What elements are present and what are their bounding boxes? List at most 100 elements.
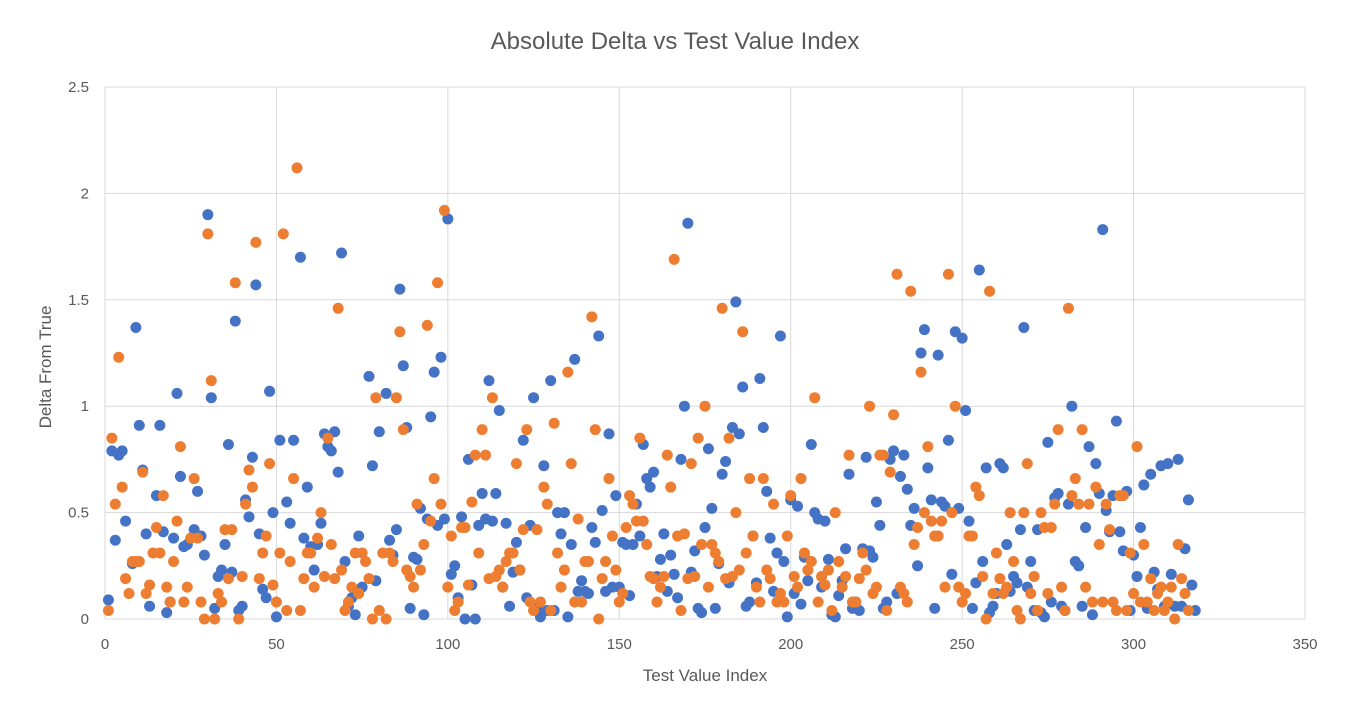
data-point [1004, 507, 1016, 519]
x-tick-label: 100 [435, 636, 460, 653]
data-point [1086, 596, 1098, 608]
y-axis-label: Delta From True [36, 306, 55, 429]
data-point [373, 426, 385, 438]
data-point [161, 581, 173, 593]
data-point [102, 594, 114, 606]
data-point [641, 539, 653, 551]
data-point [1032, 604, 1044, 616]
data-point [836, 581, 848, 593]
data-point [555, 528, 567, 540]
data-point [805, 556, 817, 568]
data-point [308, 581, 320, 593]
data-point [562, 366, 574, 378]
data-point [133, 556, 145, 568]
data-point [116, 445, 128, 457]
data-point [260, 530, 272, 542]
data-point [781, 530, 793, 542]
data-point [1110, 604, 1122, 616]
data-point [1045, 596, 1057, 608]
data-point [850, 596, 862, 608]
data-point [792, 500, 804, 512]
data-point [603, 428, 615, 440]
data-point [435, 498, 447, 510]
data-point [404, 570, 416, 582]
y-tick-label: 0.5 [68, 505, 89, 522]
data-point [881, 604, 893, 616]
data-point [315, 507, 327, 519]
data-point [960, 404, 972, 416]
data-point [1110, 415, 1122, 427]
data-point [822, 564, 834, 576]
data-point [624, 490, 636, 502]
data-point [483, 375, 495, 387]
data-point [353, 587, 365, 599]
data-point [1069, 473, 1081, 485]
x-tick-label: 150 [607, 636, 632, 653]
data-point [997, 462, 1009, 474]
data-point [610, 564, 622, 576]
data-point [329, 573, 341, 585]
data-point [768, 498, 780, 510]
x-tick-label: 50 [268, 636, 285, 653]
data-point [106, 432, 118, 444]
data-point [1117, 490, 1129, 502]
data-point [397, 424, 409, 436]
data-point [898, 449, 910, 461]
data-point [432, 277, 444, 289]
data-point [198, 613, 210, 625]
data-point [222, 573, 234, 585]
data-point [675, 453, 687, 465]
data-point [510, 536, 522, 548]
data-point [898, 587, 910, 599]
data-point [709, 547, 721, 559]
y-tick-label: 1.5 [68, 292, 89, 309]
data-point [552, 547, 564, 559]
data-point [795, 473, 807, 485]
data-point [366, 460, 378, 472]
data-point [459, 613, 471, 625]
data-point [281, 604, 293, 616]
data-point [946, 507, 958, 519]
data-point [757, 421, 769, 433]
data-point [613, 596, 625, 608]
data-point [363, 370, 375, 382]
data-point [397, 360, 409, 372]
data-point [716, 302, 728, 314]
data-point [1062, 302, 1074, 314]
data-point [548, 417, 560, 429]
data-point [596, 504, 608, 516]
data-point [956, 596, 968, 608]
data-point [154, 419, 166, 431]
data-point [929, 602, 941, 614]
data-point [1093, 539, 1105, 551]
data-point [593, 330, 605, 342]
data-point [123, 587, 135, 599]
data-point [593, 613, 605, 625]
data-point [678, 528, 690, 540]
data-point [565, 458, 577, 470]
data-point [713, 556, 725, 568]
data-point [380, 387, 392, 399]
data-point [737, 326, 749, 338]
data-point [1014, 524, 1026, 536]
tick-labels: 0 0.5 1 1.5 2 2.5 0 50 100 150 200 250 300 350 [68, 79, 1317, 653]
data-point [555, 581, 567, 593]
data-point [764, 532, 776, 544]
data-point [716, 468, 728, 480]
data-point [634, 530, 646, 542]
data-point [1128, 587, 1140, 599]
data-point [1073, 498, 1085, 510]
data-point [1001, 539, 1013, 551]
data-point [140, 528, 152, 540]
data-point [226, 524, 238, 536]
data-point [586, 311, 598, 323]
y-tick-label: 0 [81, 611, 89, 628]
data-point [1080, 521, 1092, 533]
data-point [949, 400, 961, 412]
data-point [1035, 507, 1047, 519]
data-point [452, 596, 464, 608]
data-point [569, 353, 581, 365]
data-point [246, 451, 258, 463]
data-point [966, 602, 978, 614]
data-point [414, 564, 426, 576]
